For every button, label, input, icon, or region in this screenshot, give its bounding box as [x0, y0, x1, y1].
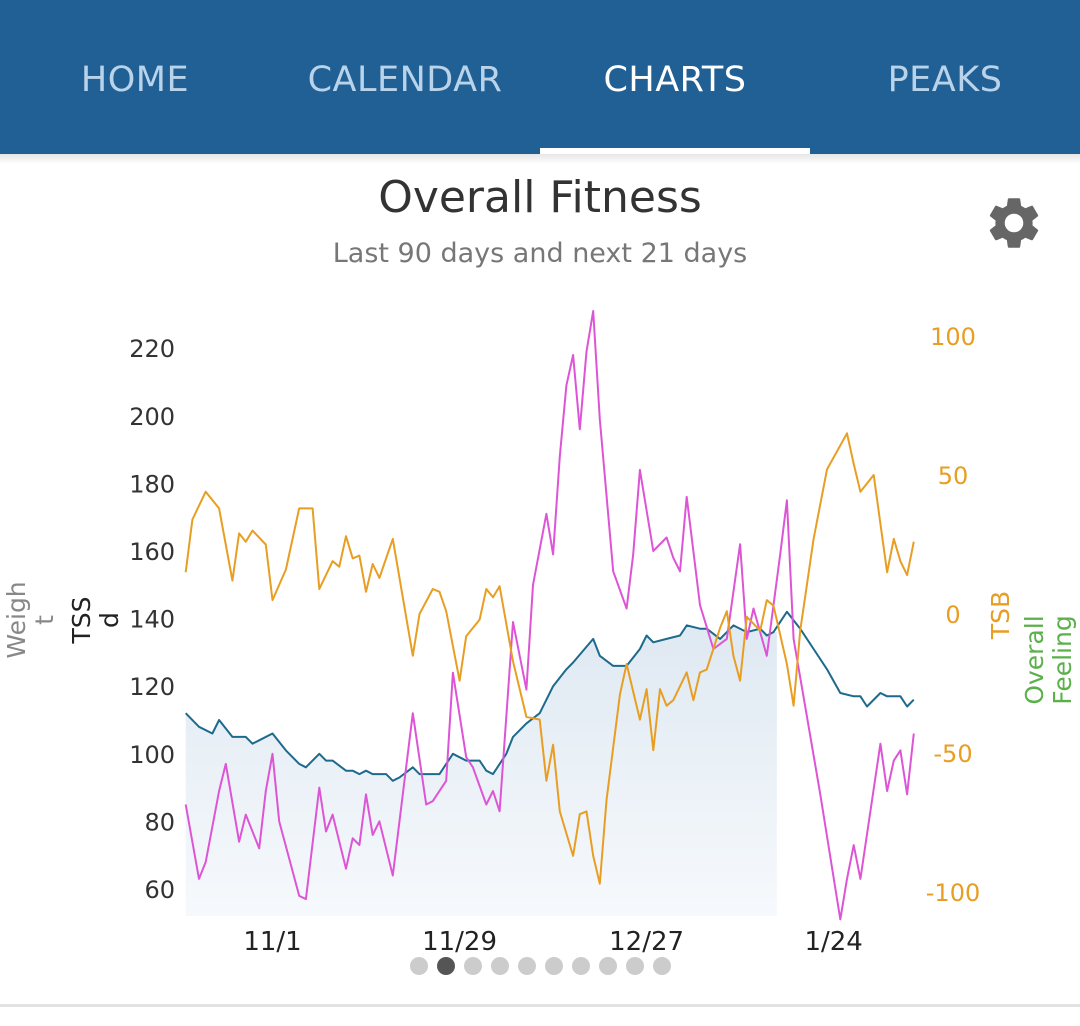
left-axis-tick: 180: [129, 470, 175, 498]
left-axis-tick: 160: [129, 538, 175, 566]
top-nav-bar: HOME CALENDAR CHARTS PEAKS: [0, 0, 1080, 154]
chart-title: Overall Fitness: [378, 172, 702, 223]
page-dot[interactable]: [409, 957, 428, 975]
tab-peaks[interactable]: PEAKS: [887, 60, 1003, 100]
header-shadow: [0, 154, 1080, 164]
tab-home[interactable]: HOME: [80, 60, 190, 100]
page-indicator: [0, 957, 1080, 975]
page-dot[interactable]: [463, 957, 482, 975]
left-axis-tick: 100: [129, 741, 175, 769]
page-dot[interactable]: [436, 957, 455, 975]
left-axis-tick: 120: [129, 673, 175, 701]
page-dot[interactable]: [625, 957, 644, 975]
left-axis-tick: 80: [144, 808, 175, 836]
tsb-axis-label-text: TSB: [986, 591, 1015, 640]
weight-axis-label-text: Weigh: [2, 581, 31, 658]
tss-axis-label-text: TSS: [67, 596, 96, 644]
fatigue-line: [184, 310, 915, 921]
right-axis-tick: 0: [945, 601, 960, 629]
tss-axis-label-text: d: [95, 612, 124, 628]
left-axis-tick: 60: [144, 876, 175, 904]
page-dot[interactable]: [490, 957, 509, 975]
page-dot[interactable]: [517, 957, 536, 975]
x-axis-tick: 11/29: [422, 927, 497, 957]
tab-calendar[interactable]: CALENDAR: [307, 60, 503, 100]
overall-feeling-axis-label-text: Overall: [1020, 615, 1049, 704]
left-axis-tick: 140: [129, 606, 175, 634]
left-axis-tick: 200: [129, 403, 175, 431]
x-axis-tick: 11/1: [243, 927, 301, 957]
page-dot[interactable]: [652, 957, 671, 975]
bottom-divider: [0, 1004, 1080, 1007]
gear-icon[interactable]: [983, 192, 1045, 254]
right-axis-tick: -50: [933, 740, 972, 768]
tss-axis-label: TSS d: [67, 596, 124, 644]
fitness-line: [184, 610, 915, 782]
form-tsb-line: [184, 432, 915, 885]
right-axis-tick: -100: [926, 879, 980, 907]
tab-charts[interactable]: CHARTS: [603, 60, 747, 100]
shaded-area: [185, 625, 777, 916]
overall-feeling-axis-label-text: Feeling: [1048, 615, 1077, 704]
tsb-axis-label: TSB: [986, 591, 1015, 640]
x-axis-tick: 1/24: [804, 927, 862, 957]
right-axis-tick: 50: [938, 462, 969, 490]
left-axis-tick: 220: [129, 335, 175, 363]
right-axis-tick: 100: [930, 323, 976, 351]
page-dot[interactable]: [598, 957, 617, 975]
fitness-chart[interactable]: 60 80 100 120 140 160 180 200 220 -100 -50 0 50 100 11…: [0, 280, 1080, 960]
page-dot[interactable]: [571, 957, 590, 975]
chart-subtitle: Last 90 days and next 21 days: [332, 238, 748, 269]
page-dot[interactable]: [544, 957, 563, 975]
x-axis-tick: 12/27: [609, 927, 684, 957]
active-tab-indicator: [540, 148, 810, 154]
weight-axis-label: Weigh t: [2, 581, 59, 658]
overall-feeling-axis-label: Overall Feeling: [1020, 615, 1077, 704]
weight-axis-label-text: t: [30, 615, 59, 625]
